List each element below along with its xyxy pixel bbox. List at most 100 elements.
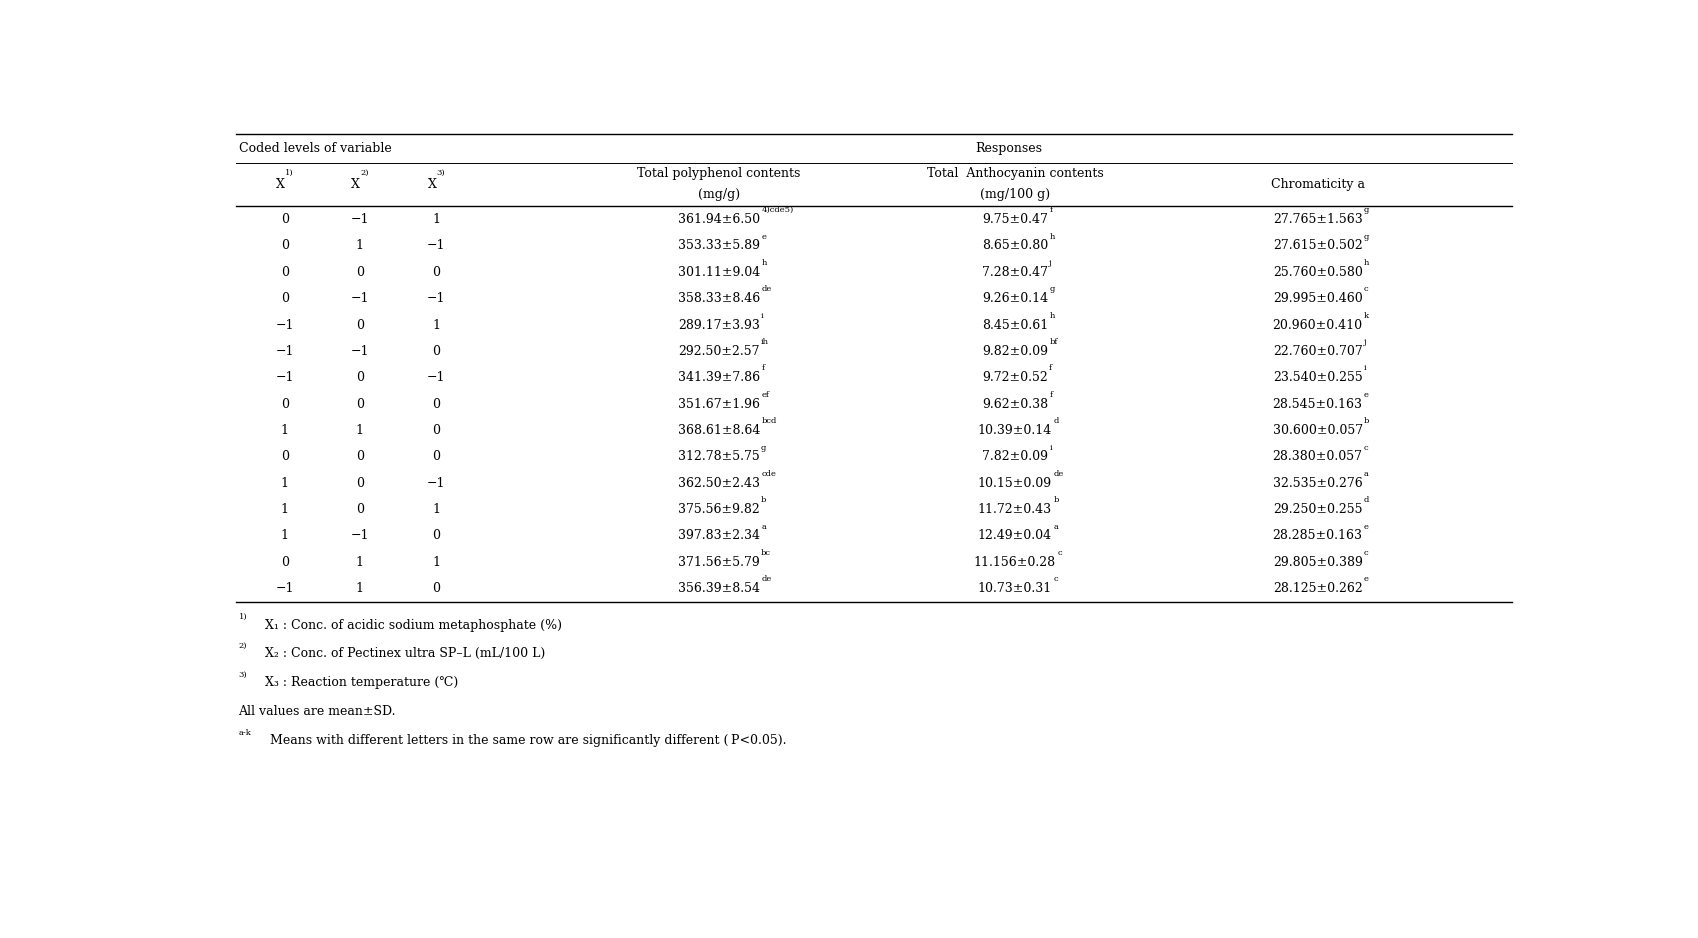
Text: 356.39±8.54: 356.39±8.54: [678, 582, 761, 596]
Text: 29.250±0.255: 29.250±0.255: [1274, 503, 1362, 516]
Text: c: c: [1363, 444, 1369, 451]
Text: 10.39±0.14: 10.39±0.14: [978, 424, 1053, 437]
Text: ef: ef: [761, 391, 769, 399]
Text: 0: 0: [431, 582, 440, 596]
Text: 0: 0: [355, 477, 363, 490]
Text: i: i: [1049, 444, 1053, 451]
Text: de: de: [1053, 470, 1063, 477]
Text: 312.78±5.75: 312.78±5.75: [678, 450, 759, 463]
Text: c: c: [1363, 285, 1369, 294]
Text: 4)cde5): 4)cde5): [761, 206, 793, 214]
Text: 7.82±0.09: 7.82±0.09: [981, 450, 1048, 463]
Text: c: c: [1058, 549, 1061, 557]
Text: −1: −1: [426, 477, 445, 490]
Text: 1: 1: [280, 529, 289, 542]
Text: 0: 0: [280, 556, 289, 568]
Text: 1: 1: [431, 319, 440, 332]
Text: 361.94±6.50: 361.94±6.50: [678, 213, 761, 226]
Text: a: a: [761, 522, 766, 531]
Text: de: de: [761, 575, 771, 583]
Text: c: c: [1363, 549, 1369, 557]
Text: 8.65±0.80: 8.65±0.80: [981, 239, 1048, 252]
Text: 0: 0: [431, 529, 440, 542]
Text: 0: 0: [280, 450, 289, 463]
Text: 289.17±3.93: 289.17±3.93: [678, 319, 759, 332]
Text: 358.33±8.46: 358.33±8.46: [678, 293, 761, 305]
Text: 368.61±8.64: 368.61±8.64: [678, 424, 761, 437]
Text: 1: 1: [280, 503, 289, 516]
Text: 9.75±0.47: 9.75±0.47: [981, 213, 1048, 226]
Text: bc: bc: [761, 549, 771, 557]
Text: X₁ : Conc. of acidic sodium metaphosphate (%): X₁ : Conc. of acidic sodium metaphosphat…: [265, 618, 562, 631]
Text: 8.45±0.61: 8.45±0.61: [981, 319, 1048, 332]
Text: Responses: Responses: [975, 143, 1043, 155]
Text: a: a: [1053, 522, 1058, 531]
Text: Chromaticity a: Chromaticity a: [1270, 178, 1365, 191]
Text: d: d: [1053, 417, 1060, 425]
Text: X: X: [428, 178, 436, 191]
Text: a: a: [1363, 470, 1369, 477]
Text: e: e: [1363, 575, 1369, 583]
Text: 301.11±9.04: 301.11±9.04: [678, 265, 761, 279]
Text: 10.73±0.31: 10.73±0.31: [978, 582, 1053, 596]
Text: 0: 0: [355, 265, 363, 279]
Text: 27.615±0.502: 27.615±0.502: [1274, 239, 1362, 252]
Text: 292.50±2.57: 292.50±2.57: [678, 345, 759, 358]
Text: −1: −1: [426, 371, 445, 385]
Text: 11.156±0.28: 11.156±0.28: [975, 556, 1056, 568]
Text: −1: −1: [275, 582, 294, 596]
Text: −1: −1: [426, 239, 445, 252]
Text: 9.82±0.09: 9.82±0.09: [981, 345, 1048, 358]
Text: 9.26±0.14: 9.26±0.14: [981, 293, 1048, 305]
Text: j: j: [1049, 259, 1053, 267]
Text: 1: 1: [431, 503, 440, 516]
Text: a-k: a-k: [238, 730, 251, 737]
Text: 1: 1: [280, 477, 289, 490]
Text: e: e: [1363, 391, 1369, 399]
Text: 32.535±0.276: 32.535±0.276: [1274, 477, 1362, 490]
Text: 2): 2): [238, 642, 248, 650]
Text: 1: 1: [355, 424, 363, 437]
Text: 27.765±1.563: 27.765±1.563: [1274, 213, 1362, 226]
Text: 3): 3): [238, 671, 248, 679]
Text: b: b: [761, 496, 766, 505]
Text: k: k: [1363, 311, 1369, 320]
Text: 7.28±0.47: 7.28±0.47: [981, 265, 1048, 279]
Text: g: g: [1363, 206, 1369, 214]
Text: 2): 2): [360, 169, 368, 176]
Text: 0: 0: [431, 450, 440, 463]
Text: 28.285±0.163: 28.285±0.163: [1272, 529, 1363, 542]
Text: 12.49±0.04: 12.49±0.04: [978, 529, 1053, 542]
Text: h: h: [1049, 311, 1054, 320]
Text: j: j: [1363, 338, 1367, 346]
Text: 11.72±0.43: 11.72±0.43: [978, 503, 1053, 516]
Text: 28.380±0.057: 28.380±0.057: [1272, 450, 1363, 463]
Text: All values are mean±SD.: All values are mean±SD.: [238, 705, 396, 719]
Text: X₂ : Conc. of Pectinex ultra SP–L (mL/100 L): X₂ : Conc. of Pectinex ultra SP–L (mL/10…: [265, 647, 545, 660]
Text: 28.545±0.163: 28.545±0.163: [1272, 398, 1363, 411]
Text: 341.39±7.86: 341.39±7.86: [678, 371, 761, 385]
Text: 371.56±5.79: 371.56±5.79: [678, 556, 759, 568]
Text: 22.760±0.707: 22.760±0.707: [1274, 345, 1362, 358]
Text: X₃ : Reaction temperature (℃): X₃ : Reaction temperature (℃): [265, 676, 458, 689]
Text: 9.72±0.52: 9.72±0.52: [981, 371, 1048, 385]
Text: 1): 1): [285, 169, 294, 176]
Text: c: c: [1053, 575, 1058, 583]
Text: e: e: [1363, 522, 1369, 531]
Text: 23.540±0.255: 23.540±0.255: [1274, 371, 1362, 385]
Text: X: X: [351, 178, 360, 191]
Text: g: g: [1049, 285, 1054, 294]
Text: ih: ih: [761, 338, 769, 346]
Text: 1: 1: [355, 582, 363, 596]
Text: −1: −1: [350, 293, 368, 305]
Text: 351.67±1.96: 351.67±1.96: [678, 398, 761, 411]
Text: 1: 1: [431, 213, 440, 226]
Text: 0: 0: [355, 503, 363, 516]
Text: −1: −1: [350, 529, 368, 542]
Text: 0: 0: [280, 239, 289, 252]
Text: 30.600±0.057: 30.600±0.057: [1272, 424, 1363, 437]
Text: 10.15±0.09: 10.15±0.09: [978, 477, 1053, 490]
Text: 0: 0: [431, 398, 440, 411]
Text: h: h: [1049, 233, 1054, 241]
Text: f: f: [1049, 391, 1053, 399]
